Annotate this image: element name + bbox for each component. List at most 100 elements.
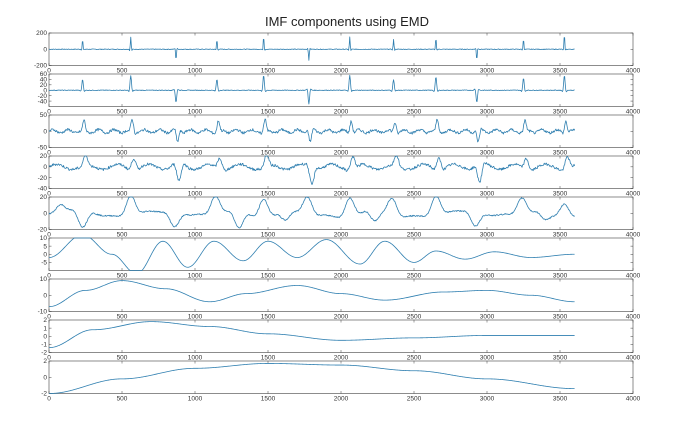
xtick-label: 1500 bbox=[261, 150, 276, 157]
xtick-label: 2000 bbox=[334, 191, 349, 198]
series-line-imf7 bbox=[48, 280, 575, 308]
xtick-label: 500 bbox=[117, 68, 128, 75]
xtick-label: 1000 bbox=[188, 396, 203, 403]
series-line-imf2 bbox=[48, 74, 575, 105]
ytick-label: 0 bbox=[43, 251, 47, 258]
xtick-label: 1500 bbox=[261, 396, 276, 403]
xtick-label: 1000 bbox=[188, 191, 203, 198]
xtick-label: 3000 bbox=[480, 314, 495, 321]
xtick-label: 0 bbox=[47, 109, 51, 116]
ytick-label: 0 bbox=[43, 87, 47, 94]
series-line-imf5 bbox=[48, 196, 575, 229]
xtick-label: 2000 bbox=[334, 273, 349, 280]
xtick-label: 3500 bbox=[553, 109, 568, 116]
series-line-imf3 bbox=[48, 118, 575, 143]
ytick-label: 60 bbox=[40, 71, 48, 78]
xtick-label: 4000 bbox=[626, 150, 641, 157]
xtick-label: 1500 bbox=[261, 109, 276, 116]
xtick-label: 0 bbox=[47, 232, 51, 239]
xtick-label: 2500 bbox=[407, 396, 422, 403]
xtick-label: 500 bbox=[117, 191, 128, 198]
xtick-label: 0 bbox=[47, 273, 51, 280]
xtick-label: 3000 bbox=[480, 396, 495, 403]
ytick-label: -40 bbox=[38, 186, 48, 193]
xtick-label: 1000 bbox=[188, 150, 203, 157]
ytick-label: -1 bbox=[41, 342, 47, 349]
ytick-label: 20 bbox=[40, 194, 48, 201]
xtick-label: 2000 bbox=[334, 68, 349, 75]
xtick-label: 4000 bbox=[626, 68, 641, 75]
xtick-label: 500 bbox=[117, 150, 128, 157]
xtick-label: 3000 bbox=[480, 273, 495, 280]
xtick-label: 2500 bbox=[407, 232, 422, 239]
ytick-label: 40 bbox=[40, 77, 48, 84]
xtick-label: 3000 bbox=[480, 191, 495, 198]
ytick-label: -2 bbox=[41, 350, 47, 357]
xtick-label: 2500 bbox=[407, 273, 422, 280]
xtick-label: 1000 bbox=[188, 68, 203, 75]
series-line-imf4 bbox=[48, 155, 575, 185]
ytick-label: 20 bbox=[40, 82, 48, 89]
xtick-label: 1000 bbox=[188, 355, 203, 362]
xtick-label: 4000 bbox=[626, 396, 641, 403]
ytick-label: 10 bbox=[40, 276, 48, 283]
ytick-label: -20 bbox=[38, 175, 48, 182]
xtick-label: 500 bbox=[117, 314, 128, 321]
ytick-label: 200 bbox=[36, 30, 47, 37]
ytick-label: 1 bbox=[43, 325, 47, 332]
ytick-label: 0 bbox=[43, 374, 47, 381]
ytick-label: 2 bbox=[43, 317, 47, 324]
axes-imf7 bbox=[48, 278, 634, 312]
axes-imf6 bbox=[48, 237, 634, 271]
axes-imf9 bbox=[48, 360, 634, 394]
xtick-label: 1500 bbox=[261, 191, 276, 198]
xtick-label: 2000 bbox=[334, 150, 349, 157]
series-line-imf8 bbox=[48, 321, 575, 349]
xtick-label: 4000 bbox=[626, 109, 641, 116]
xtick-label: 1500 bbox=[261, 232, 276, 239]
ytick-label: -200 bbox=[34, 63, 47, 70]
xtick-label: 500 bbox=[117, 232, 128, 239]
ytick-label: -2 bbox=[41, 391, 47, 398]
xtick-label: 2500 bbox=[407, 355, 422, 362]
ytick-label: -20 bbox=[38, 227, 48, 234]
xtick-label: 3000 bbox=[480, 109, 495, 116]
ytick-label: 0 bbox=[43, 210, 47, 217]
xtick-label: 500 bbox=[117, 273, 128, 280]
ytick-label: 50 bbox=[40, 112, 48, 119]
xtick-label: 2500 bbox=[407, 314, 422, 321]
xtick-label: 0 bbox=[47, 191, 51, 198]
xtick-label: 1000 bbox=[188, 273, 203, 280]
ytick-label: -40 bbox=[38, 98, 48, 105]
xtick-label: 2000 bbox=[334, 396, 349, 403]
xtick-label: 2000 bbox=[334, 109, 349, 116]
ytick-label: 2 bbox=[43, 358, 47, 365]
xtick-label: 2500 bbox=[407, 150, 422, 157]
series-line-imf9 bbox=[49, 363, 575, 394]
ytick-label: 10 bbox=[40, 235, 48, 242]
axes-imf4 bbox=[48, 155, 634, 189]
xtick-label: 1500 bbox=[261, 314, 276, 321]
xtick-label: 0 bbox=[47, 396, 51, 403]
ytick-label: 0 bbox=[43, 164, 47, 171]
xtick-label: 1500 bbox=[261, 355, 276, 362]
xtick-label: 1000 bbox=[188, 314, 203, 321]
xtick-label: 3000 bbox=[480, 232, 495, 239]
ytick-label: 0 bbox=[43, 128, 47, 135]
ytick-label: 0 bbox=[43, 333, 47, 340]
xtick-label: 3500 bbox=[553, 68, 568, 75]
ytick-label: -5 bbox=[41, 260, 47, 267]
ytick-label: -10 bbox=[38, 309, 48, 316]
xtick-label: 0 bbox=[47, 68, 51, 75]
xtick-label: 4000 bbox=[626, 314, 641, 321]
axes-imf8 bbox=[48, 319, 634, 353]
xtick-label: 2500 bbox=[407, 68, 422, 75]
xtick-label: 1500 bbox=[261, 273, 276, 280]
xtick-label: 1000 bbox=[188, 232, 203, 239]
xtick-label: 2500 bbox=[407, 109, 422, 116]
xtick-label: 4000 bbox=[626, 355, 641, 362]
xtick-label: 0 bbox=[47, 355, 51, 362]
xtick-label: 500 bbox=[117, 355, 128, 362]
